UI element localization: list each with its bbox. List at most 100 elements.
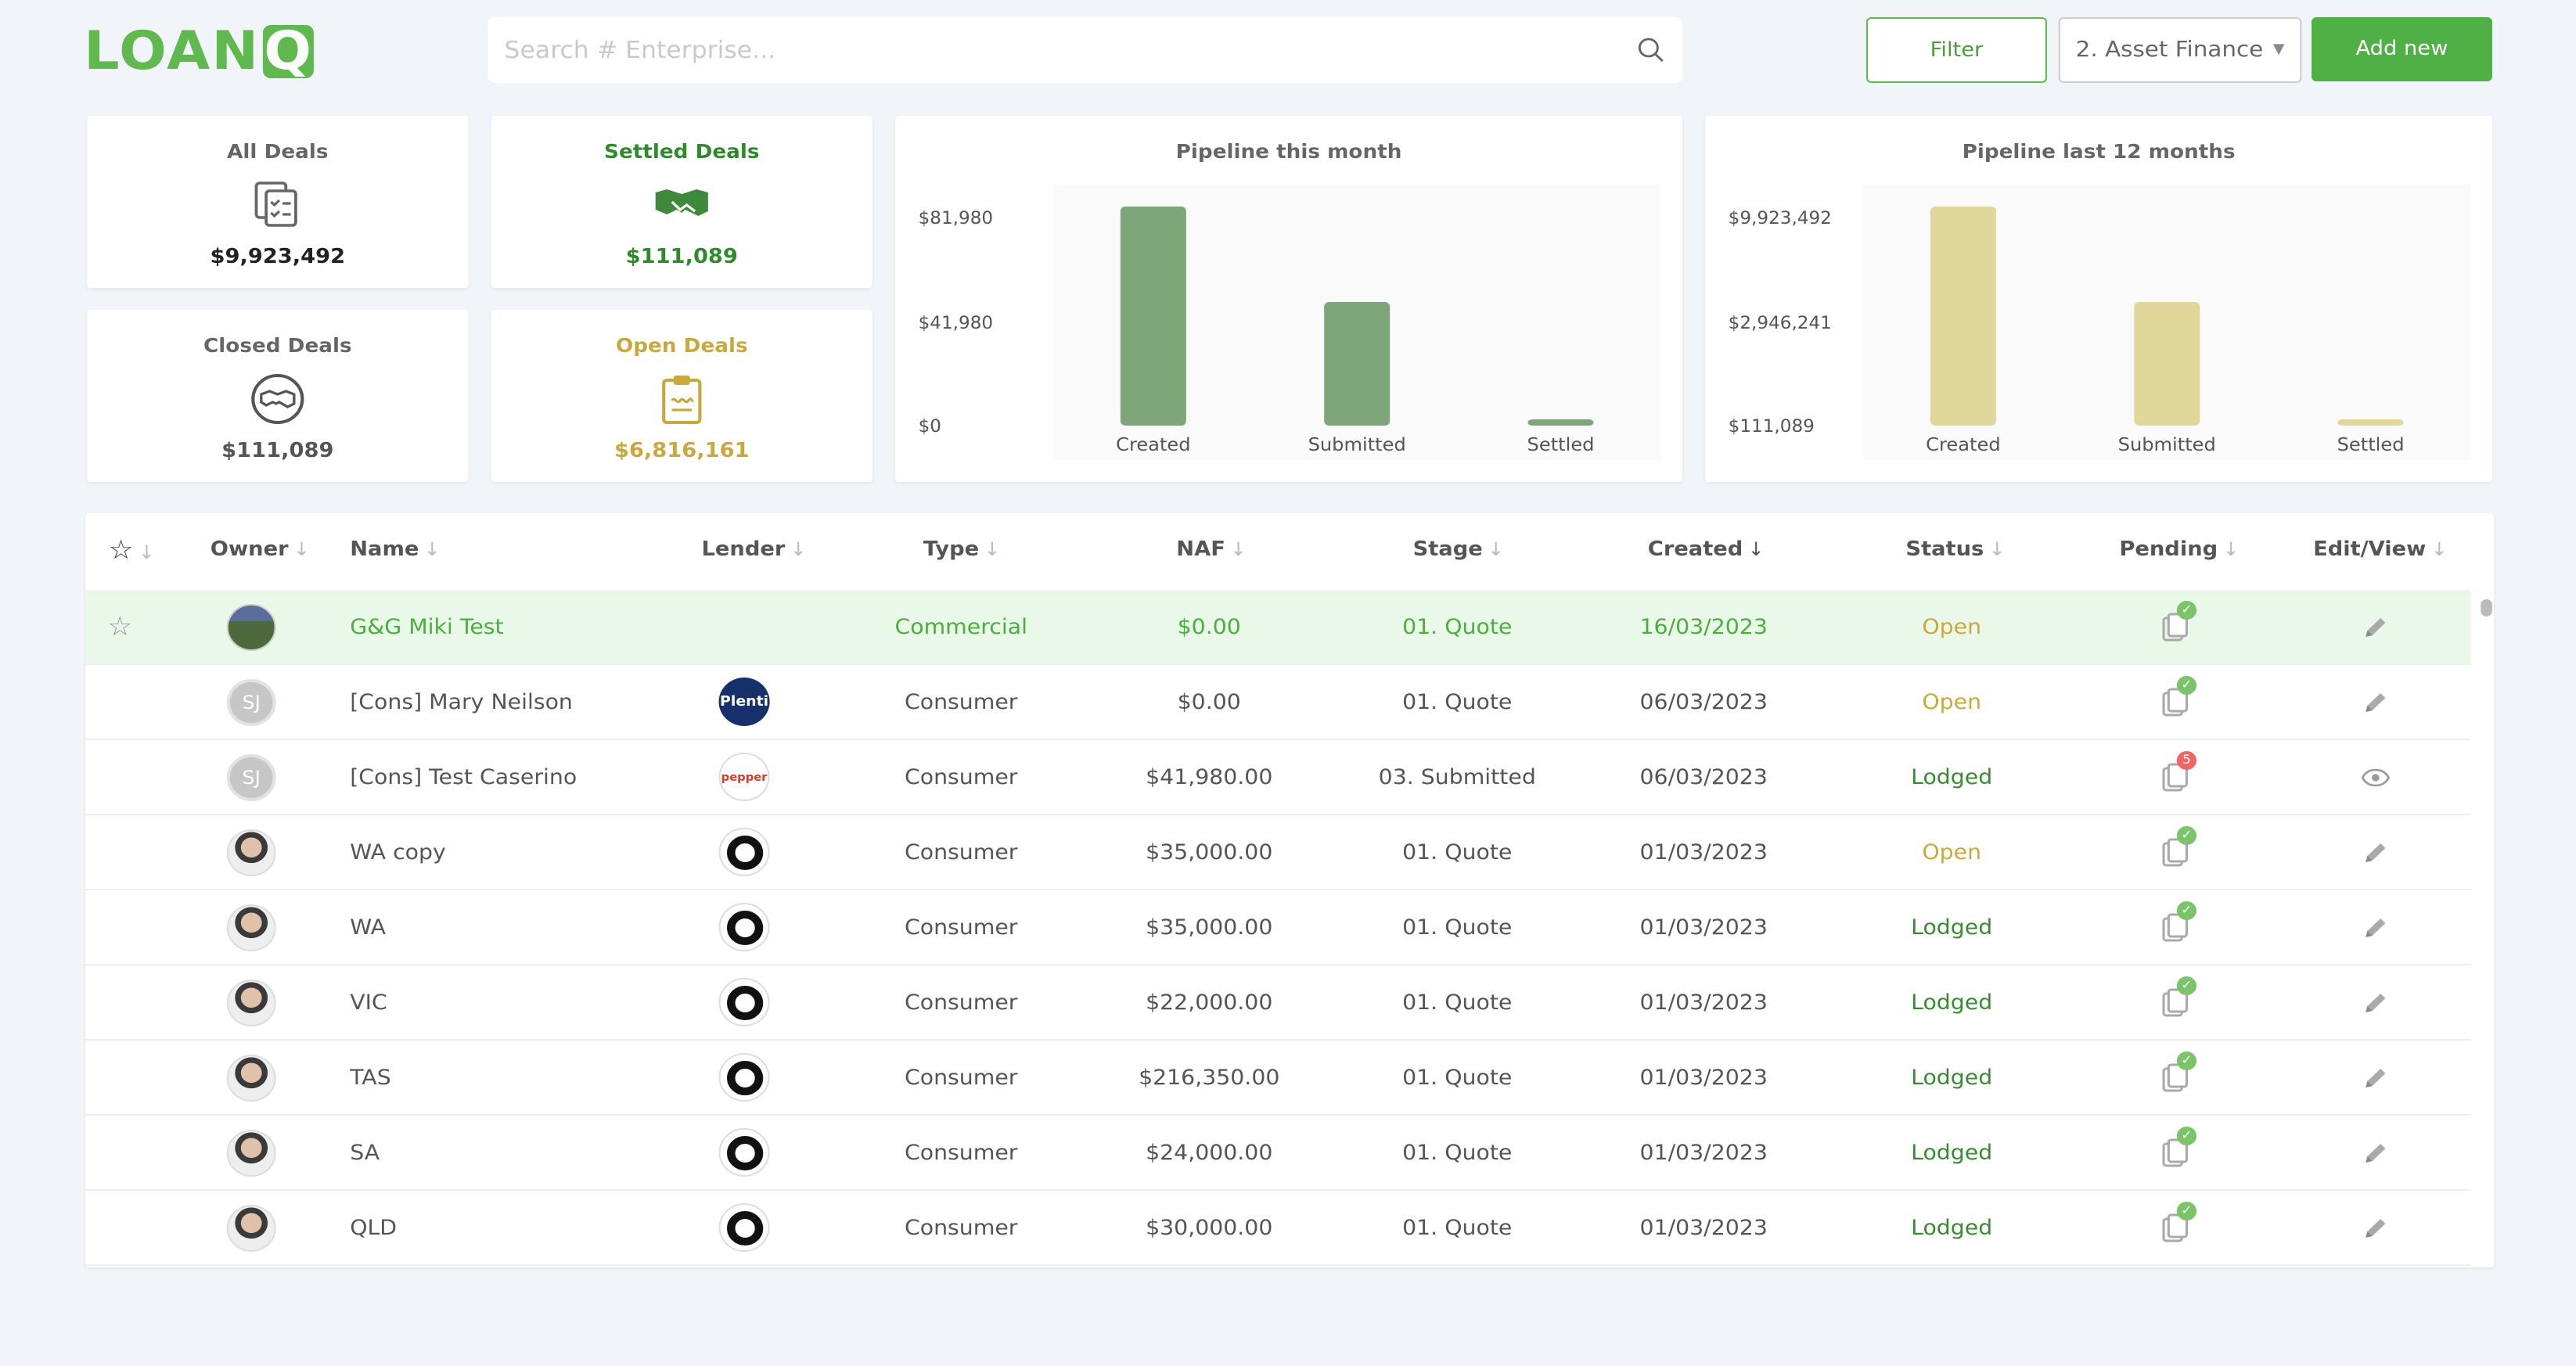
pending-documents-button[interactable]: ✓: [2160, 675, 2197, 717]
created-cell: 01/03/2023: [1639, 990, 1768, 1015]
column-header-type[interactable]: Type ↓: [923, 538, 1001, 562]
search-icon[interactable]: [1636, 36, 1666, 64]
pending-documents-button[interactable]: ✓: [2160, 600, 2197, 642]
edit-view-cell: [2362, 815, 2389, 889]
edit-view-cell: [2362, 1116, 2389, 1189]
filter-button[interactable]: Filter: [1866, 17, 2047, 83]
name-cell[interactable]: [Cons] Mary Neilson: [350, 689, 573, 714]
star-icon[interactable]: ☆: [107, 611, 133, 642]
column-header-edit-view[interactable]: Edit/View ↓: [2313, 538, 2448, 562]
table-row[interactable]: WA copy Consumer $35,000.00 01. Quote 01/03/…: [85, 815, 2471, 890]
pending-documents-button[interactable]: ✓: [2160, 976, 2197, 1018]
column-header-owner[interactable]: Owner ↓: [210, 538, 310, 562]
owner-avatar[interactable]: [226, 979, 276, 1026]
table-row[interactable]: SA Consumer $24,000.00 01. Quote 01/03/2023 L…: [85, 1116, 2471, 1191]
table-row[interactable]: SJ [Cons] Test Caserino pepper Consumer $41,…: [85, 740, 2471, 815]
name-cell[interactable]: WA: [350, 915, 387, 940]
owner-avatar[interactable]: [226, 1054, 276, 1101]
created-cell: 06/03/2023: [1639, 764, 1768, 789]
owner-cell: [226, 815, 276, 889]
column-header-stage[interactable]: Stage ↓: [1413, 538, 1505, 562]
stat-value: $111,089: [625, 246, 738, 269]
name-cell[interactable]: G&G Miki Test: [350, 614, 504, 639]
stat-card-closed-deals[interactable]: Closed Deals $111,089: [87, 310, 469, 482]
table-row[interactable]: ☆ G&G Miki Test Commercial $0.00 01. Quote 16…: [85, 590, 2471, 665]
pencil-icon[interactable]: [2362, 915, 2389, 940]
search-input[interactable]: [504, 36, 1637, 64]
handshake-circle-icon: [250, 372, 305, 426]
table-row[interactable]: WA Consumer $35,000.00 01. Quote 01/03/2023 L…: [85, 890, 2471, 965]
lender-logo-plenti: Plenti: [718, 678, 770, 726]
scrollbar-thumb[interactable]: [2481, 599, 2492, 616]
favorite-column-header[interactable]: ☆ ↓: [109, 535, 155, 566]
bar-submitted[interactable]: [1324, 302, 1391, 426]
owner-cell: SJ: [226, 665, 276, 739]
eye-icon[interactable]: [2361, 767, 2391, 786]
stat-card-open-deals[interactable]: Open Deals $6,816,161: [491, 310, 872, 482]
naf-cell: $41,980.00: [1146, 764, 1273, 789]
table-row[interactable]: TAS Consumer $216,350.00 01. Quote 01/03/202…: [85, 1041, 2471, 1116]
created-cell: 06/03/2023: [1639, 689, 1768, 714]
column-header-label: Edit/View: [2313, 538, 2427, 562]
edit-view-cell: [2362, 1041, 2389, 1114]
pencil-icon[interactable]: [2362, 839, 2389, 865]
logo[interactable]: LOAN Q: [84, 20, 315, 83]
column-header-name[interactable]: Name ↓: [350, 538, 441, 562]
stat-card-settled-deals[interactable]: Settled Deals $111,089: [491, 116, 872, 288]
pencil-icon[interactable]: [2362, 689, 2389, 714]
pencil-icon[interactable]: [2362, 1065, 2389, 1090]
name-cell[interactable]: VIC: [350, 990, 387, 1015]
add-new-button[interactable]: Add new: [2311, 17, 2492, 81]
product-select[interactable]: 2. Asset Finance ▼: [2058, 17, 2302, 83]
stat-card-all-deals[interactable]: All Deals $9,923,492: [87, 116, 469, 288]
name-cell[interactable]: WA copy: [350, 839, 446, 865]
owner-avatar[interactable]: SJ: [226, 753, 276, 800]
table-row[interactable]: SJ [Cons] Mary Neilson Plenti Consumer $0.00…: [85, 665, 2471, 740]
pending-documents-button[interactable]: ✓: [2160, 1126, 2197, 1168]
pencil-icon[interactable]: [2362, 1140, 2389, 1165]
pending-documents-button[interactable]: ✓: [2160, 1201, 2197, 1243]
owner-avatar[interactable]: SJ: [226, 678, 276, 725]
bar-submitted[interactable]: [2134, 302, 2200, 426]
naf-cell: $35,000.00: [1146, 839, 1273, 865]
pencil-icon[interactable]: [2362, 990, 2389, 1015]
column-header-created[interactable]: Created ↓: [1648, 538, 1765, 562]
edit-view-cell: [2362, 965, 2389, 1039]
sort-arrow-icon: ↓: [2222, 538, 2240, 560]
lender-cell: [718, 1116, 770, 1189]
y-tick-label: $111,089: [1729, 416, 1815, 436]
stage-cell: 01. Quote: [1402, 990, 1513, 1015]
name-cell[interactable]: QLD: [350, 1215, 398, 1240]
column-header-label: Created: [1647, 538, 1743, 562]
bar-created[interactable]: [1930, 207, 1996, 426]
lender-cell: [718, 815, 770, 889]
column-header-lender[interactable]: Lender ↓: [701, 538, 806, 562]
name-cell[interactable]: TAS: [350, 1065, 391, 1090]
x-tick-label: Submitted: [1308, 434, 1406, 455]
pencil-icon[interactable]: [2362, 614, 2389, 639]
pending-documents-button[interactable]: ✓: [2160, 825, 2197, 868]
naf-cell: $30,000.00: [1146, 1215, 1273, 1240]
edit-view-cell: [2362, 665, 2389, 739]
name-cell[interactable]: [Cons] Test Caserino: [350, 764, 577, 789]
pending-documents-button[interactable]: ✓: [2160, 900, 2197, 943]
pending-documents-button[interactable]: 5: [2160, 750, 2197, 793]
owner-avatar[interactable]: [226, 829, 276, 875]
column-header-pending[interactable]: Pending ↓: [2119, 538, 2239, 562]
name-cell[interactable]: SA: [350, 1140, 380, 1165]
owner-avatar[interactable]: [226, 603, 276, 650]
owner-avatar[interactable]: [226, 1129, 276, 1176]
table-row[interactable]: QLD Consumer $30,000.00 01. Quote 01/03/2023…: [85, 1191, 2471, 1266]
owner-avatar[interactable]: [226, 904, 276, 951]
table-row[interactable]: VIC Consumer $22,000.00 01. Quote 01/03/2023…: [85, 965, 2471, 1041]
sort-arrow-icon: ↓: [423, 538, 441, 560]
pending-documents-button[interactable]: ✓: [2160, 1051, 2197, 1093]
pencil-icon[interactable]: [2362, 1215, 2389, 1240]
bar-settled[interactable]: [2337, 419, 2404, 426]
owner-avatar[interactable]: [226, 1204, 276, 1251]
bar-created[interactable]: [1120, 207, 1186, 426]
lender-cell: [718, 1041, 770, 1114]
column-header-naf[interactable]: NAF ↓: [1176, 538, 1247, 562]
column-header-status[interactable]: Status ↓: [1905, 538, 2005, 562]
bar-settled[interactable]: [1527, 419, 1594, 426]
